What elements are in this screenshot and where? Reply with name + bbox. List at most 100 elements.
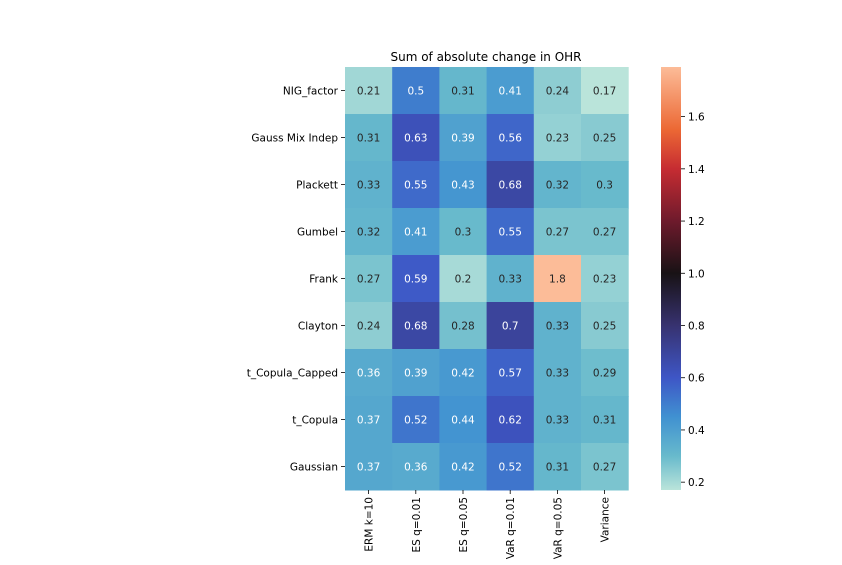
heatmap-cell — [392, 349, 440, 397]
colorbar-tick-label: 0.8 — [688, 321, 705, 333]
cell-value-label: 0.24 — [546, 86, 570, 98]
cell-value-label: 0.27 — [593, 462, 616, 474]
cell-value-label: 0.2 — [455, 274, 472, 286]
cell-value-label: 0.31 — [451, 86, 474, 98]
cell-value-label: 0.31 — [546, 462, 569, 474]
row-label: NIG_factor — [283, 86, 339, 98]
heatmap-cell — [439, 67, 488, 115]
heatmap-cell — [345, 255, 393, 303]
cell-value-label: 0.36 — [357, 368, 381, 380]
row-label: t_Copula_Capped — [247, 368, 338, 380]
heatmap-cell — [345, 443, 393, 491]
heatmap-cell — [533, 443, 582, 491]
heatmap-cell — [345, 161, 393, 209]
cell-value-label: 0.32 — [357, 227, 380, 239]
colorbar: 0.2 0.4 0.6 0.8 1.0 1.2 1.4 1.6 — [661, 67, 705, 490]
heatmap-cell — [345, 349, 393, 397]
cell-value-label: 0.24 — [357, 321, 381, 333]
cell-value-label: 0.62 — [499, 415, 522, 427]
heatmap-cell — [439, 255, 488, 303]
row-label: Clayton — [298, 321, 338, 333]
cell-value-label: 0.27 — [357, 274, 380, 286]
cell-value-label: 0.39 — [404, 368, 427, 380]
heatmap-cell — [581, 161, 629, 209]
row-label: Frank — [309, 274, 339, 286]
cell-value-label: 0.55 — [499, 227, 522, 239]
cell-value-label: 0.29 — [593, 368, 616, 380]
cell-value-label: 0.37 — [357, 415, 380, 427]
cell-value-label: 0.28 — [451, 321, 474, 333]
cell-value-label: 0.52 — [404, 415, 427, 427]
heatmap-cell — [486, 114, 535, 162]
heatmap-cell — [581, 67, 629, 115]
cell-value-label: 0.33 — [546, 415, 569, 427]
column-label: ERM k=10 — [364, 497, 376, 552]
cell-value-label: 0.55 — [404, 180, 427, 192]
heatmap-cell — [345, 114, 393, 162]
cell-value-label: 0.33 — [546, 368, 569, 380]
cell-value-label: 0.3 — [455, 227, 472, 239]
column-label: Variance — [600, 497, 612, 542]
cell-value-label: 0.7 — [502, 321, 519, 333]
cell-value-label: 0.21 — [357, 86, 380, 98]
colorbar-tick-label: 0.2 — [688, 477, 705, 489]
chart-title: Sum of absolute change in OHR — [390, 50, 581, 64]
row-labels: NIG_factor Gauss Mix Indep Plackett Gumbel F… — [247, 86, 345, 474]
heatmap-cell — [392, 255, 440, 303]
row-label: Gauss Mix Indep — [251, 133, 338, 145]
heatmap-cell — [345, 396, 393, 444]
heatmap-cell — [486, 208, 535, 256]
heatmap-cell — [533, 255, 582, 303]
cell-value-label: 0.56 — [499, 133, 523, 145]
cell-value-label: 0.25 — [593, 133, 616, 145]
heatmap-cell — [486, 302, 535, 350]
column-label: ES q=0.01 — [411, 497, 423, 552]
heatmap-cell — [533, 349, 582, 397]
colorbar-gradient — [661, 67, 681, 490]
heatmap-cell — [439, 302, 488, 350]
row-label: t_Copula — [292, 415, 338, 427]
colorbar-tick-label: 1.2 — [688, 216, 705, 228]
cell-value-label: 0.36 — [404, 462, 428, 474]
heatmap-cell — [439, 114, 488, 162]
cell-value-label: 0.3 — [596, 180, 613, 192]
heatmap-cell — [581, 114, 629, 162]
cell-value-label: 0.37 — [357, 462, 380, 474]
cell-value-label: 0.33 — [546, 321, 569, 333]
heatmap-cell — [581, 396, 629, 444]
heatmap-cell — [392, 67, 440, 115]
cell-value-label: 0.17 — [593, 86, 616, 98]
heatmap-cell — [439, 443, 488, 491]
heatmap-cell — [533, 67, 582, 115]
heatmap-cell — [392, 302, 440, 350]
cell-value-label: 0.32 — [546, 180, 569, 192]
heatmap-cell — [486, 67, 535, 115]
cell-value-label: 0.31 — [357, 133, 380, 145]
cell-value-label: 0.5 — [407, 86, 424, 98]
heatmap-cell — [439, 208, 488, 256]
heatmap-cell — [533, 114, 582, 162]
cell-value-label: 0.42 — [451, 462, 474, 474]
column-label: VaR q=0.05 — [552, 497, 564, 559]
cell-value-label: 0.41 — [499, 86, 522, 98]
cell-value-label: 0.27 — [546, 227, 569, 239]
heatmap-cell — [581, 302, 629, 350]
heatmap-cell — [439, 396, 488, 444]
heatmap-cell — [345, 302, 393, 350]
heatmap-cell — [392, 208, 440, 256]
heatmap-cell — [581, 255, 629, 303]
heatmap-cell — [581, 443, 629, 491]
cell-value-label: 0.59 — [404, 274, 427, 286]
heatmap-cell — [392, 396, 440, 444]
row-label: Gaussian — [290, 462, 338, 474]
heatmap-cell — [486, 161, 535, 209]
cell-value-label: 0.63 — [404, 133, 427, 145]
heatmap-cell — [392, 114, 440, 162]
heatmap-cell — [533, 161, 582, 209]
heatmap-cell — [533, 302, 582, 350]
cell-value-label: 0.68 — [499, 180, 522, 192]
heatmap-cell — [486, 443, 535, 491]
heatmap-cell — [439, 349, 488, 397]
heatmap-cell — [345, 67, 393, 115]
